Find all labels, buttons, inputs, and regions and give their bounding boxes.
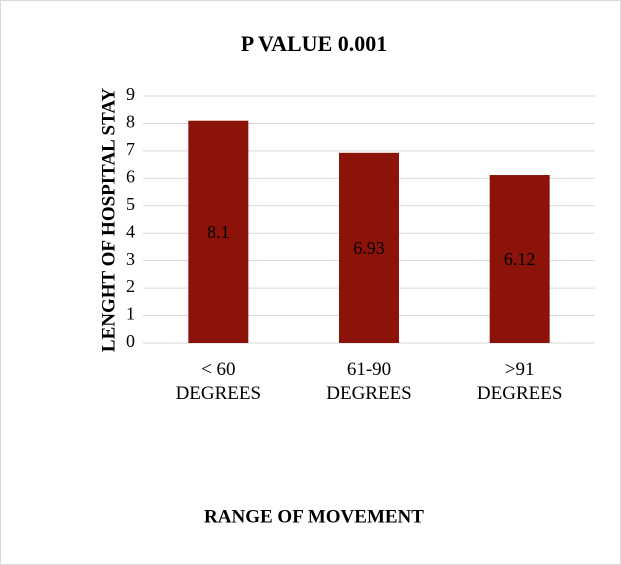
x-tick-label: >91 DEGREES xyxy=(476,359,563,404)
y-tick-label: 0 xyxy=(126,331,135,351)
y-tick-label: 9 xyxy=(126,84,135,104)
y-tick-label: 4 xyxy=(126,221,135,241)
bar xyxy=(188,120,249,343)
data-label: 8.1 xyxy=(207,222,230,242)
y-tick-label: 5 xyxy=(126,194,135,214)
y-tick-label: 8 xyxy=(126,112,135,132)
data-label: 6.12 xyxy=(504,249,536,269)
y-tick-label: 1 xyxy=(126,304,135,324)
y-tick-label: 3 xyxy=(126,249,135,269)
y-axis-title: LENGHT OF HOSPITAL STAY xyxy=(98,88,119,352)
y-tick-label: 7 xyxy=(126,139,135,159)
x-axis-title: RANGE OF MOVEMENT xyxy=(204,506,424,527)
y-tick-label: 2 xyxy=(126,276,135,296)
x-tick-label: 61-90 DEGREES xyxy=(326,359,412,404)
bar xyxy=(489,175,550,343)
x-tick-label: < 60 DEGREES xyxy=(175,359,262,404)
data-label: 6.93 xyxy=(353,238,385,258)
chart-title: P VALUE 0.001 xyxy=(241,31,388,56)
y-tick-label: 6 xyxy=(126,166,135,186)
bar xyxy=(339,152,399,343)
